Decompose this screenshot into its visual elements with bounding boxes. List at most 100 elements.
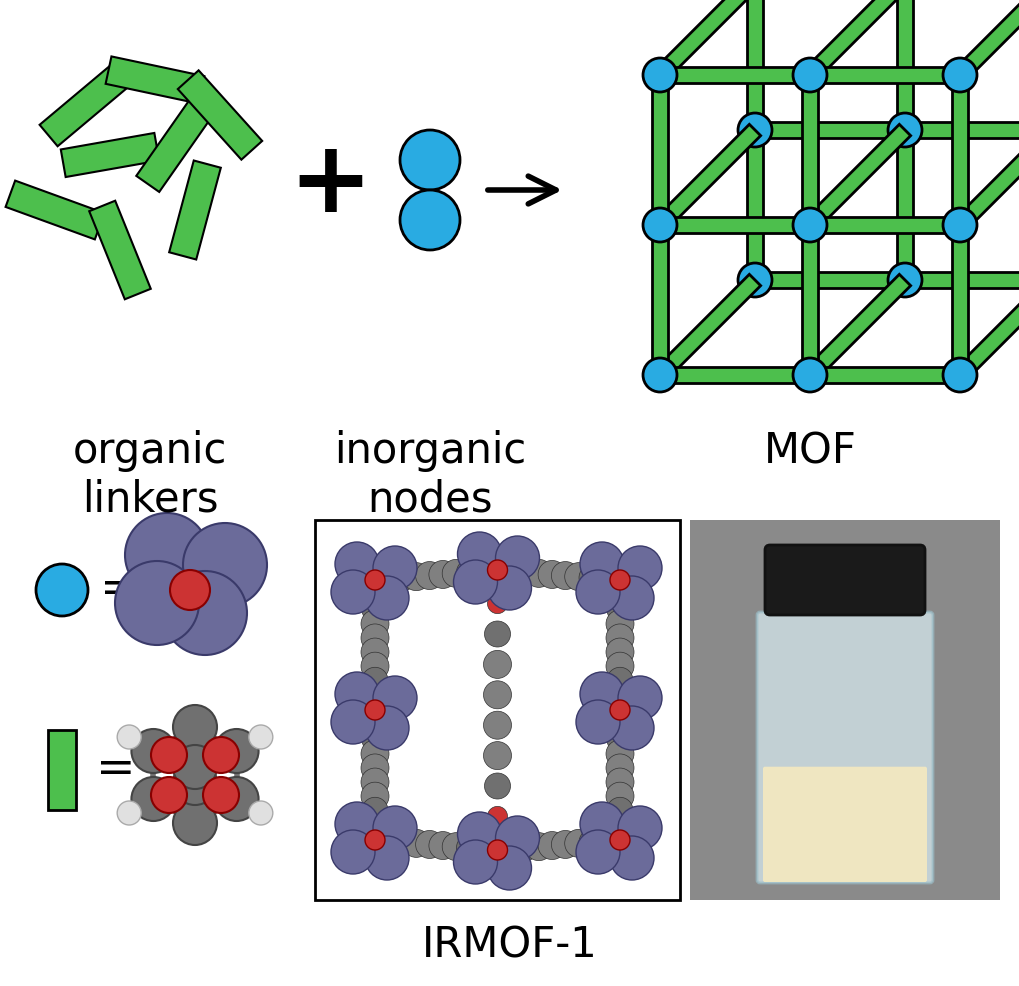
Bar	[689, 520, 999, 900]
Circle shape	[415, 562, 443, 590]
Circle shape	[117, 801, 141, 825]
Circle shape	[401, 563, 430, 591]
Polygon shape	[5, 180, 104, 240]
Circle shape	[399, 190, 460, 250]
Circle shape	[483, 741, 511, 770]
Circle shape	[365, 830, 384, 850]
Bar	[48, 730, 76, 810]
Circle shape	[605, 609, 634, 638]
Circle shape	[565, 563, 592, 591]
Polygon shape	[754, 272, 904, 288]
Polygon shape	[651, 225, 667, 375]
Circle shape	[483, 651, 511, 678]
Circle shape	[365, 684, 384, 704]
Circle shape	[334, 672, 379, 716]
Polygon shape	[106, 56, 204, 104]
Circle shape	[538, 560, 566, 589]
Circle shape	[943, 208, 976, 242]
Circle shape	[473, 839, 492, 859]
Circle shape	[428, 560, 457, 589]
Polygon shape	[89, 201, 151, 300]
Circle shape	[331, 700, 375, 744]
Circle shape	[458, 532, 501, 576]
Circle shape	[249, 725, 272, 749]
Circle shape	[642, 358, 677, 392]
Polygon shape	[896, 130, 912, 280]
Circle shape	[792, 208, 826, 242]
Polygon shape	[746, 130, 762, 280]
Circle shape	[362, 668, 387, 693]
Circle shape	[131, 729, 175, 773]
Circle shape	[609, 830, 630, 850]
Circle shape	[579, 829, 604, 855]
Circle shape	[483, 680, 511, 709]
Polygon shape	[169, 161, 220, 259]
Circle shape	[642, 58, 677, 92]
Text: IRMOF-1: IRMOF-1	[422, 925, 597, 967]
Circle shape	[501, 839, 522, 859]
Circle shape	[365, 576, 409, 620]
Polygon shape	[801, 225, 817, 375]
Circle shape	[173, 761, 217, 805]
Circle shape	[495, 816, 539, 860]
Circle shape	[373, 806, 417, 850]
Circle shape	[373, 676, 417, 720]
Circle shape	[163, 571, 247, 655]
Circle shape	[576, 830, 620, 874]
Polygon shape	[801, 75, 817, 225]
Polygon shape	[809, 217, 959, 233]
Circle shape	[609, 706, 653, 750]
Circle shape	[609, 700, 630, 720]
Circle shape	[487, 840, 507, 860]
Circle shape	[792, 358, 826, 392]
Circle shape	[487, 594, 507, 613]
Circle shape	[442, 559, 470, 588]
Circle shape	[551, 830, 579, 859]
Circle shape	[173, 801, 217, 845]
Circle shape	[484, 773, 510, 799]
Circle shape	[361, 609, 388, 638]
Circle shape	[173, 745, 217, 789]
Circle shape	[605, 782, 634, 810]
Circle shape	[331, 830, 375, 874]
Polygon shape	[804, 0, 910, 81]
Circle shape	[365, 814, 384, 834]
Polygon shape	[659, 217, 809, 233]
Circle shape	[362, 597, 387, 623]
Circle shape	[888, 113, 921, 147]
Circle shape	[525, 832, 552, 861]
Circle shape	[365, 586, 384, 605]
Polygon shape	[954, 0, 1019, 81]
Polygon shape	[804, 124, 910, 231]
Polygon shape	[954, 274, 1019, 381]
Circle shape	[580, 542, 624, 586]
Circle shape	[362, 727, 387, 752]
Circle shape	[606, 668, 633, 693]
Polygon shape	[654, 124, 760, 231]
Circle shape	[580, 802, 624, 846]
Circle shape	[389, 829, 416, 855]
Circle shape	[605, 638, 634, 667]
Circle shape	[738, 113, 771, 147]
Circle shape	[580, 672, 624, 716]
Circle shape	[379, 831, 399, 851]
FancyBboxPatch shape	[756, 612, 932, 883]
Circle shape	[214, 729, 258, 773]
Polygon shape	[659, 67, 809, 83]
Circle shape	[487, 560, 507, 580]
Polygon shape	[746, 0, 762, 130]
Circle shape	[595, 831, 614, 851]
FancyBboxPatch shape	[764, 545, 924, 615]
Circle shape	[389, 565, 416, 591]
Circle shape	[249, 801, 272, 825]
Circle shape	[334, 542, 379, 586]
Circle shape	[609, 716, 630, 736]
Circle shape	[453, 840, 497, 884]
Circle shape	[605, 754, 634, 782]
Circle shape	[606, 597, 633, 623]
Circle shape	[738, 263, 771, 297]
Bar	[315, 520, 680, 900]
Circle shape	[943, 358, 976, 392]
Circle shape	[576, 700, 620, 744]
Circle shape	[888, 263, 921, 297]
